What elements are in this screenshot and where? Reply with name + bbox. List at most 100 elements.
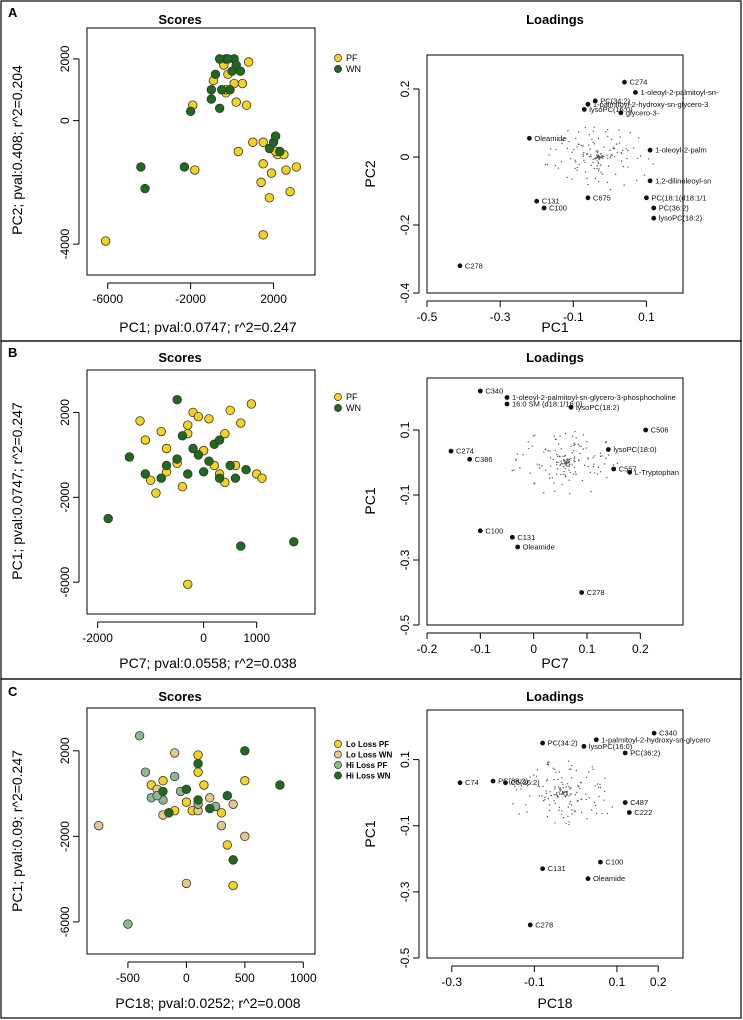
loading-label: C274 [629,78,647,87]
loading-point [565,790,568,793]
legend-marker [334,771,342,780]
y-axis-label: PC1; pval:0.0747; r^2=0.247 [9,402,25,580]
loading-marker [585,101,591,107]
series-wn [103,395,299,551]
plots: Scores -6000 -2000 2000 -4000 0 2000 PC1; pval:… [9,12,719,1011]
loading-point [606,181,609,184]
loading-marker [651,730,657,736]
loading-point [586,177,588,180]
loading-point [542,799,545,802]
loading-point [566,793,569,796]
loading-point [564,454,567,457]
legend-marker [334,393,342,401]
loading-point [594,472,596,474]
loading-point [571,464,574,466]
loading-marker [540,866,546,872]
x-axis-label: PC7 [541,655,568,671]
data-point [169,771,180,782]
loading-point [576,791,578,794]
loading-marker [527,135,532,141]
loading-point [615,143,618,145]
loading-point [558,786,560,788]
loading-point [568,786,570,788]
loading-point [620,160,623,162]
loading-point [559,463,562,465]
loading-point [554,786,556,788]
loading-point [637,157,639,160]
loading-point [549,148,552,150]
data-point [93,820,104,831]
loading-point [555,148,557,151]
loading-point [547,798,550,800]
loadings-cloud [512,760,614,826]
data-point [222,791,233,801]
legend-label: WN [346,64,361,74]
x-tick-label: -0.2 [417,642,438,656]
loading-point [556,468,559,470]
data-point [136,162,146,172]
loading-point [554,490,556,492]
loading-point [557,167,560,169]
y-tick-label: -0.3 [398,881,412,902]
loading-label: L-Tryptophan [635,468,679,477]
y-tick-label: -0.1 [398,484,412,505]
loading-point [569,463,571,465]
y-tick-label: -0.1 [398,815,412,836]
loading-label: PC(36:2) [630,748,661,757]
loading-point [536,769,539,771]
loading-point [559,790,562,792]
loading-label: C675 [593,193,611,202]
series-wn [136,54,285,194]
loading-point [566,462,568,464]
data-point [240,776,250,786]
loading-point [570,804,573,806]
y-axis-label: PC2 [362,160,378,187]
loading-point [598,786,600,789]
legend-label: Hi Loss WN [346,772,391,781]
loading-point [612,147,614,150]
loading-point [629,131,631,134]
loading-point [563,794,565,796]
y-tick-label: -0.2 [398,214,412,235]
loading-point [571,452,573,454]
loading-marker [647,147,653,153]
legend-label: Hi Loss PF [346,761,387,770]
loading-label: glycero-3- [626,108,660,117]
loading-point [544,799,546,801]
loading-point [596,160,598,162]
y-tick-label: -0.5 [398,947,412,968]
loading-marker [504,395,510,400]
loading-marker [503,780,508,786]
loading-point [589,471,591,474]
loading-point [580,782,583,784]
labeled-loadings: C340 1-oleoyl-2-palmitoyl-sn-glycero-3-ph… [448,387,679,597]
loading-point [610,138,613,141]
loading-label: C100 [605,858,623,867]
loading-marker [490,778,496,784]
loading-point [590,490,592,493]
loading-point [553,800,555,802]
x-tick-label: -0.3 [490,310,511,324]
data-point [156,473,166,483]
plot-3: Loadings -0.2 -0.1 0 0.1 0.2 -0.5 -0.3 -0.1 0.1 PC… [362,350,684,671]
loading-point [528,447,530,450]
loading-marker [477,388,483,394]
loading-point [579,781,582,784]
loading-point [548,154,550,156]
loading-point [561,809,563,812]
loading-point [556,463,558,466]
legend-label: Lo Loss WN [346,751,392,760]
loading-point [587,458,589,460]
data-point [243,57,254,67]
loading-point [564,791,566,793]
loading-point [557,455,559,458]
loading-point [560,448,563,450]
loading-point [581,479,584,482]
loading-point [538,464,540,466]
loading-point [567,806,569,808]
loading-point [558,771,561,773]
loading-point [552,458,555,461]
data-point [156,426,166,437]
loading-point [571,435,574,438]
loading-point [589,148,591,151]
